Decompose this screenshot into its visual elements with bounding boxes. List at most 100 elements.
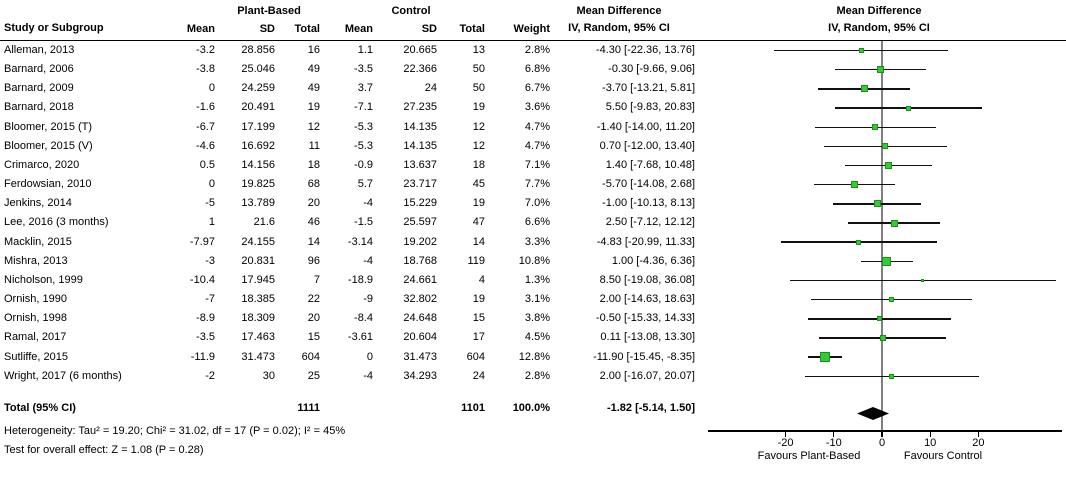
treatment-sd: 20.831 [241, 254, 275, 267]
control-total: 19 [472, 101, 485, 114]
md-column-subheader: IV, Random, 95% CI [568, 22, 670, 34]
treatment-sd: 21.6 [253, 216, 275, 229]
study-md-ci: 0.11 [-13.08, 13.30] [600, 331, 695, 344]
study-name: Macklin, 2015 [4, 235, 72, 248]
control-mean: -9 [363, 293, 373, 306]
table-row: Mishra, 2013 -3 20.831 96 -4 18.768 119 10.8% 1.… [0, 252, 1066, 271]
treatment-mean: -8.9 [196, 312, 215, 325]
study-md-ci: -11.90 [-15.45, -8.35] [593, 350, 695, 363]
effect-square [889, 373, 895, 379]
control-mean: -5.3 [354, 139, 373, 152]
study-md-ci: -4.30 [-22.36, 13.76] [595, 44, 695, 56]
effect-square [856, 239, 862, 245]
study-weight: 4.5% [524, 331, 550, 344]
table-row: Ornish, 1998 -8.9 18.309 20 -8.4 24.648 15 3.8%… [0, 309, 1066, 328]
study-weight: 7.0% [524, 197, 550, 210]
control-mean: -5.3 [354, 120, 373, 133]
effect-square [877, 316, 883, 322]
study-name: Ramal, 2017 [4, 331, 67, 344]
control-mean: -3.5 [354, 63, 373, 76]
effect-square [819, 352, 830, 363]
table-row: Ferdowsian, 2010 0 19.825 68 5.7 23.717 45 7.7%… [0, 175, 1066, 194]
study-name: Lee, 2016 (3 months) [4, 216, 109, 229]
control-sd: 27.235 [403, 101, 437, 114]
table-row: Jenkins, 2014 -5 13.789 20 -4 15.229 19 7.0% -1.… [0, 194, 1066, 213]
study-md-ci: 8.50 [-19.08, 36.08] [599, 273, 695, 286]
control-mean: -8.4 [354, 312, 373, 325]
study-weight: 7.7% [524, 178, 550, 191]
study-name: Ferdowsian, 2010 [4, 178, 92, 191]
study-md-ci: 0.70 [-12.00, 13.40] [599, 139, 695, 152]
study-md-ci: 5.50 [-9.83, 20.83] [605, 101, 695, 114]
total-n-control: 1101 [461, 402, 485, 414]
treatment-total: 15 [307, 331, 320, 344]
study-md-ci: 1.00 [-4.36, 6.36] [611, 254, 695, 267]
study-name: Jenkins, 2014 [4, 197, 72, 210]
effect-square [872, 124, 879, 131]
study-md-ci: -1.00 [-10.13, 8.13] [602, 197, 695, 210]
study-weight: 3.8% [524, 312, 550, 325]
plot-header-subtitle: IV, Random, 95% CI [828, 22, 930, 34]
control-mean: -4 [363, 369, 373, 382]
study-name: Ornish, 1998 [4, 312, 67, 325]
effect-square [858, 48, 864, 54]
col-header-total-control: Total [459, 23, 485, 35]
control-total: 17 [472, 331, 485, 344]
treatment-total: 16 [307, 44, 320, 56]
study-name: Crimarco, 2020 [4, 158, 80, 171]
study-weight: 1.3% [524, 273, 550, 286]
axis-tick [881, 430, 883, 437]
effect-square [860, 85, 868, 93]
treatment-mean: -7 [205, 293, 215, 306]
study-name: Bloomer, 2015 (V) [4, 139, 93, 152]
treatment-total: 20 [307, 197, 320, 210]
control-total: 18 [472, 158, 485, 171]
control-mean: -4 [363, 197, 373, 210]
study-weight: 3.3% [524, 235, 550, 248]
study-md-ci: 1.40 [-7.68, 10.48] [605, 158, 695, 171]
effect-square [890, 219, 898, 227]
treatment-sd: 17.945 [241, 273, 275, 286]
study-md-ci: -3.70 [-13.21, 5.81] [602, 82, 695, 95]
col-header-mean-treatment: Mean [186, 23, 215, 35]
total-n-treatment: 1111 [297, 402, 320, 414]
summary-diamond [857, 407, 890, 420]
total-row: Total (95% CI) 1111 1101 100.0% -1.82 [-… [0, 399, 1066, 418]
table-row: Crimarco, 2020 0.5 14.156 18 -0.9 13.637 18 7.1… [0, 156, 1066, 175]
study-weight: 3.1% [524, 293, 550, 306]
treatment-mean: 0.5 [199, 158, 215, 171]
control-mean: -1.5 [354, 216, 373, 229]
study-name: Wright, 2017 (6 months) [4, 369, 122, 382]
treatment-mean: -5 [205, 197, 215, 210]
study-name: Sutliffe, 2015 [4, 350, 69, 363]
treatment-sd: 28.856 [241, 44, 275, 56]
treatment-sd: 24.259 [241, 82, 275, 95]
treatment-total: 25 [307, 369, 320, 382]
table-row: Bloomer, 2015 (T) -6.7 17.199 12 -5.3 14.135 1… [0, 118, 1066, 137]
treatment-mean: -3.8 [196, 63, 215, 76]
study-md-ci: 2.00 [-16.07, 20.07] [599, 369, 695, 382]
treatment-total: 46 [307, 216, 320, 229]
effect-square [921, 279, 925, 282]
treatment-sd: 30 [262, 369, 275, 382]
treatment-total: 12 [307, 120, 320, 133]
effect-square [882, 143, 889, 150]
control-sd: 22.366 [403, 63, 437, 76]
treatment-sd: 14.156 [241, 158, 275, 171]
table-row: Alleman, 2013 -3.2 28.856 16 1.1 20.665 13 2.8%… [0, 41, 1066, 60]
control-total: 15 [472, 312, 485, 325]
control-mean: 3.7 [357, 82, 373, 95]
study-name: Alleman, 2013 [4, 44, 75, 56]
effect-square [885, 162, 893, 170]
treatment-sd: 17.463 [241, 331, 275, 344]
study-md-ci: -0.50 [-15.33, 14.33] [595, 312, 695, 325]
axis-tick-label: 10 [924, 437, 937, 449]
study-name: Bloomer, 2015 (T) [4, 120, 93, 133]
study-name: Mishra, 2013 [4, 254, 68, 267]
treatment-mean: -4.6 [196, 139, 215, 152]
treatment-total: 604 [301, 350, 320, 363]
treatment-total: 7 [313, 273, 320, 286]
control-mean: -18.9 [347, 273, 373, 286]
study-md-ci: -1.40 [-14.00, 11.20] [596, 120, 695, 133]
treatment-sd: 13.789 [241, 197, 275, 210]
